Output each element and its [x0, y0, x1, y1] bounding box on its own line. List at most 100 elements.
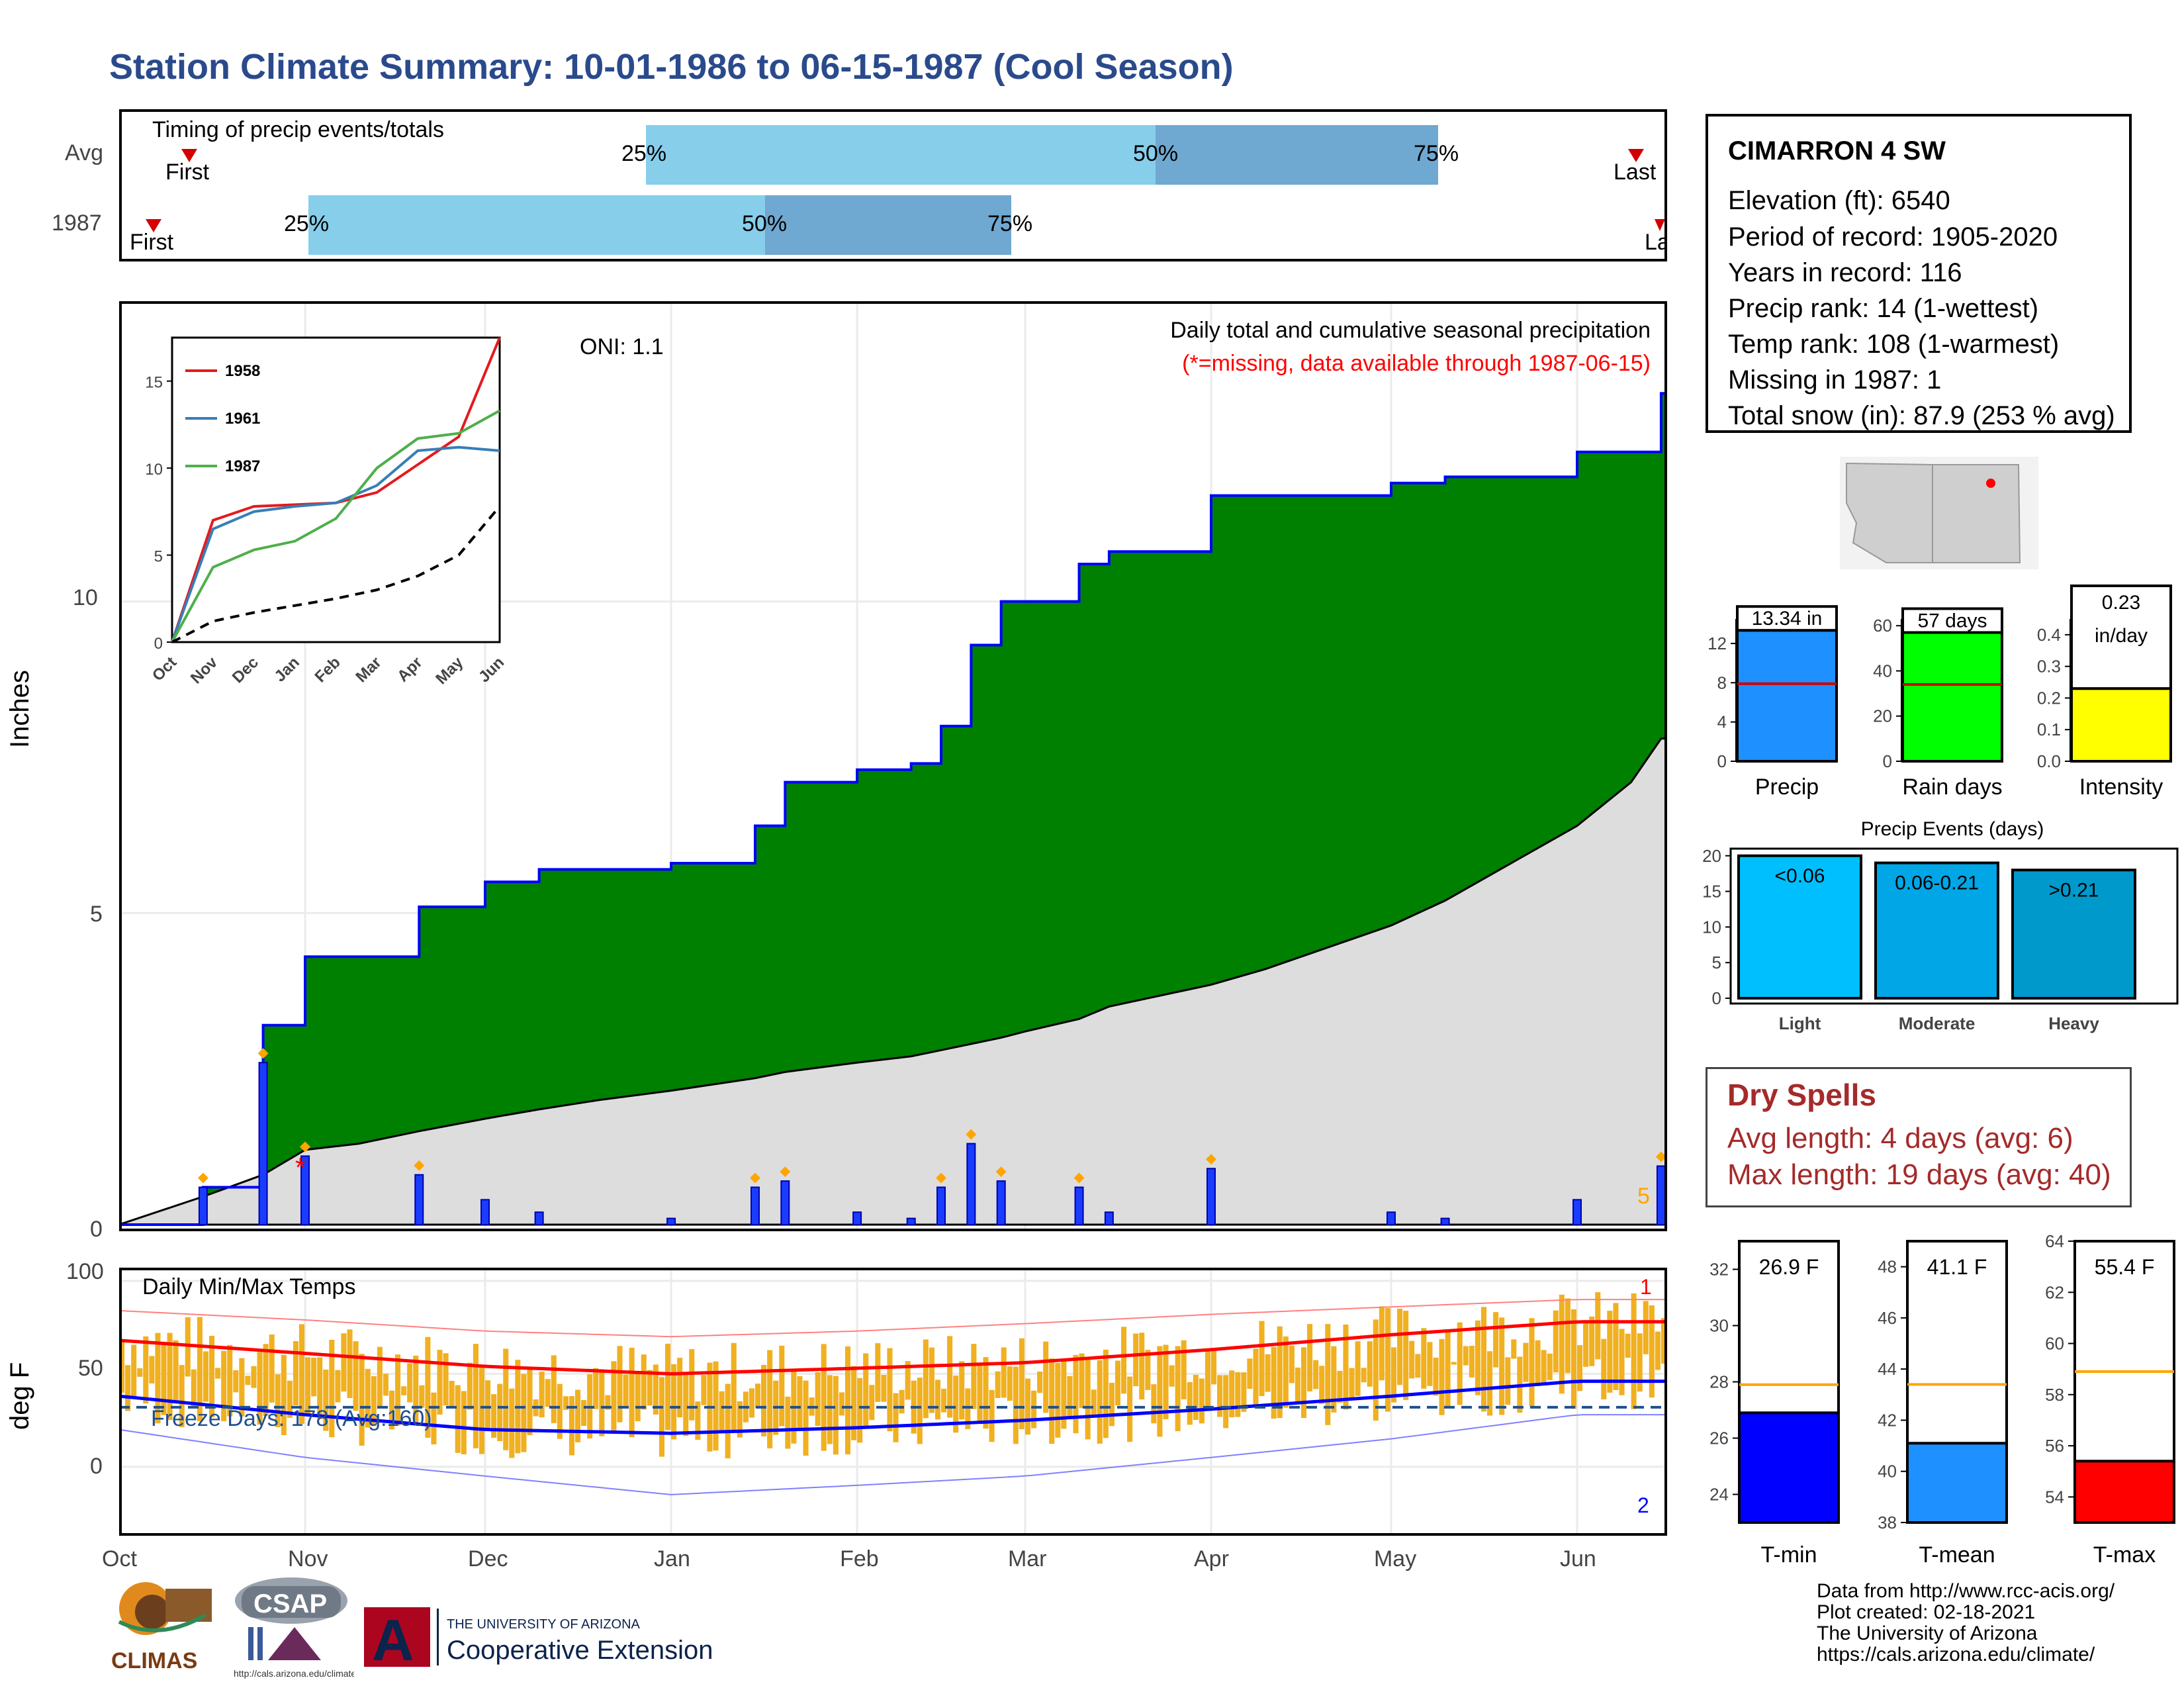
- daily-temp-bar-25: [269, 1334, 275, 1403]
- summary-value-2: 0.23: [2102, 592, 2140, 614]
- temp-bar-2-ticklabel-5: 64: [2045, 1231, 2064, 1251]
- ua-letter: A: [372, 1607, 414, 1673]
- daily-temp-bar-225: [1469, 1345, 1475, 1378]
- daily-temp-bar-153: [1037, 1371, 1043, 1393]
- daily-temp-bar-74: [563, 1396, 569, 1410]
- daily-temp-bar-187: [1241, 1372, 1247, 1412]
- daily-temp-bar-51: [425, 1336, 431, 1438]
- daily-extreme-marker-18: [1073, 1172, 1085, 1184]
- daily-precip-bar-1: [198, 1186, 208, 1225]
- daily-temp-bar-60: [478, 1366, 485, 1454]
- inset-xtick-8: Jun: [475, 653, 508, 686]
- temp-bar-1-ticklabel-2: 42: [1878, 1410, 1897, 1430]
- daily-temp-bar-138: [947, 1336, 953, 1418]
- yr-first-marker: [146, 219, 161, 232]
- daily-temp-bar-94: [683, 1373, 689, 1436]
- temp-bar-2-ticklabel-1: 56: [2045, 1436, 2064, 1456]
- yr-first-label: First: [130, 230, 174, 255]
- daily-temp-bar-15: [208, 1335, 215, 1418]
- dry-spells-box: Dry Spells Avg length: 4 days (avg: 6) M…: [1706, 1067, 2132, 1207]
- daily-temp-bar-84: [623, 1374, 629, 1407]
- daily-precip-bar-20: [1206, 1168, 1216, 1226]
- daily-temp-bar-92: [671, 1364, 677, 1440]
- daily-temp-bar-190: [1259, 1321, 1265, 1397]
- month-label-jan: Jan: [654, 1546, 690, 1571]
- daily-temp-bar-16: [215, 1368, 221, 1379]
- temp-bar-t-min: [1738, 1411, 1840, 1524]
- month-label-apr: Apr: [1193, 1546, 1229, 1571]
- temps-label: Daily Min/Max Temps: [142, 1274, 356, 1299]
- daily-temp-bar-255: [1649, 1305, 1655, 1398]
- daily-temp-bar-237: [1541, 1350, 1547, 1385]
- avg-last-marker: [1628, 149, 1644, 162]
- yr-q25-label: 25%: [284, 211, 330, 236]
- daily-temp-bar-118: [827, 1375, 833, 1444]
- inset-xtick-6: Apr: [394, 653, 426, 685]
- daily-temp-bar-28: [287, 1380, 293, 1418]
- daily-temp-bar-82: [611, 1361, 617, 1432]
- temp-bar-2-ticklabel-2: 58: [2045, 1385, 2064, 1405]
- summary-value-box-1: [1901, 607, 2003, 634]
- daily-temp-bar-235: [1529, 1318, 1535, 1407]
- daily-temp-bar-95: [689, 1349, 695, 1421]
- daily-temp-bar-196: [1295, 1367, 1300, 1403]
- summary-value-0: 13.34 in: [1752, 608, 1823, 630]
- temp-bar-0-ticklabel-0: 24: [1709, 1485, 1729, 1505]
- daily-temp-bar-127: [881, 1374, 887, 1402]
- daily-precip-bar-5: [414, 1174, 424, 1226]
- yr-q75-label: 75%: [987, 211, 1033, 236]
- daily-temp-bar-162: [1091, 1389, 1097, 1417]
- daily-temp-bar-218: [1427, 1342, 1433, 1386]
- daily-temp-bar-53: [437, 1350, 443, 1415]
- daily-precip-bar-6: [480, 1199, 490, 1226]
- daily-temp-bar-169: [1133, 1333, 1139, 1387]
- daily-precip-bar-10: [750, 1186, 760, 1225]
- daily-temp-bar-183: [1217, 1375, 1223, 1417]
- daily-temp-bar-23: [257, 1352, 263, 1425]
- daily-temp-bar-164: [1103, 1349, 1109, 1438]
- daily-extreme-marker-20: [1205, 1154, 1216, 1165]
- daily-temp-bar-37: [341, 1333, 347, 1392]
- inset-ytick-1: 5: [154, 548, 163, 566]
- new-mexico-shape: [1932, 464, 2021, 563]
- daily-temp-bar-191: [1265, 1354, 1271, 1392]
- daily-temp-bar-250: [1619, 1329, 1625, 1395]
- daily-temp-bar-206: [1355, 1341, 1361, 1396]
- daily-temp-bar-213: [1397, 1309, 1403, 1385]
- temps-ylabel: deg F: [5, 1362, 34, 1430]
- daily-temp-bar-178: [1187, 1382, 1193, 1425]
- record-min-line: [119, 1414, 1667, 1495]
- daily-temp-bar-214: [1403, 1311, 1409, 1400]
- daily-temp-bar-90: [659, 1377, 664, 1457]
- station-period: Period of record: 1905-2020: [1728, 222, 2058, 252]
- daily-temp-bar-210: [1379, 1306, 1385, 1381]
- daily-temp-bar-245: [1589, 1316, 1595, 1366]
- inset-series-1961: [171, 445, 500, 643]
- summary-bar-intensity: [2070, 687, 2172, 763]
- daily-temp-bar-68: [527, 1369, 533, 1436]
- ua-small-text: THE UNIVERSITY OF ARIZONA: [447, 1617, 641, 1632]
- page-title: Station Climate Summary: 10-01-1986 to 0…: [109, 47, 1234, 87]
- station-name: CIMARRON 4 SW: [1728, 136, 1946, 165]
- daily-temp-bar-63: [497, 1383, 503, 1442]
- daily-temp-bar-217: [1421, 1328, 1427, 1389]
- summary-bar-precip: [1736, 629, 1838, 763]
- month-label-oct: Oct: [102, 1546, 137, 1571]
- daily-temp-bar-248: [1607, 1311, 1613, 1393]
- avg-q1-bar: [646, 125, 1156, 185]
- events-bar-moderate: [1874, 861, 1999, 1000]
- temp-bar-value-2: 55.4 F: [2095, 1255, 2155, 1279]
- temps-ytick-0: 0: [90, 1454, 103, 1479]
- daily-temp-bar-41: [365, 1368, 371, 1428]
- daily-temp-bar-71: [545, 1379, 551, 1407]
- events-range-2: >0.21: [2049, 879, 2099, 901]
- main-corner-value: 5: [1637, 1184, 1650, 1209]
- daily-temp-bar-179: [1193, 1374, 1199, 1421]
- daily-temp-bar-120: [839, 1392, 844, 1416]
- temp-bar-value-1: 41.1 F: [1927, 1255, 1987, 1279]
- temps-min-rank: 2: [1637, 1493, 1649, 1517]
- summary-bars: 0 4 8 12 13.34 in Precip 0 20 40 60 57 days Rain da…: [1707, 585, 2172, 800]
- daily-temp-bar-180: [1199, 1378, 1205, 1424]
- daily-extreme-marker-1: [197, 1172, 208, 1184]
- daily-temp-bar-142: [971, 1344, 977, 1409]
